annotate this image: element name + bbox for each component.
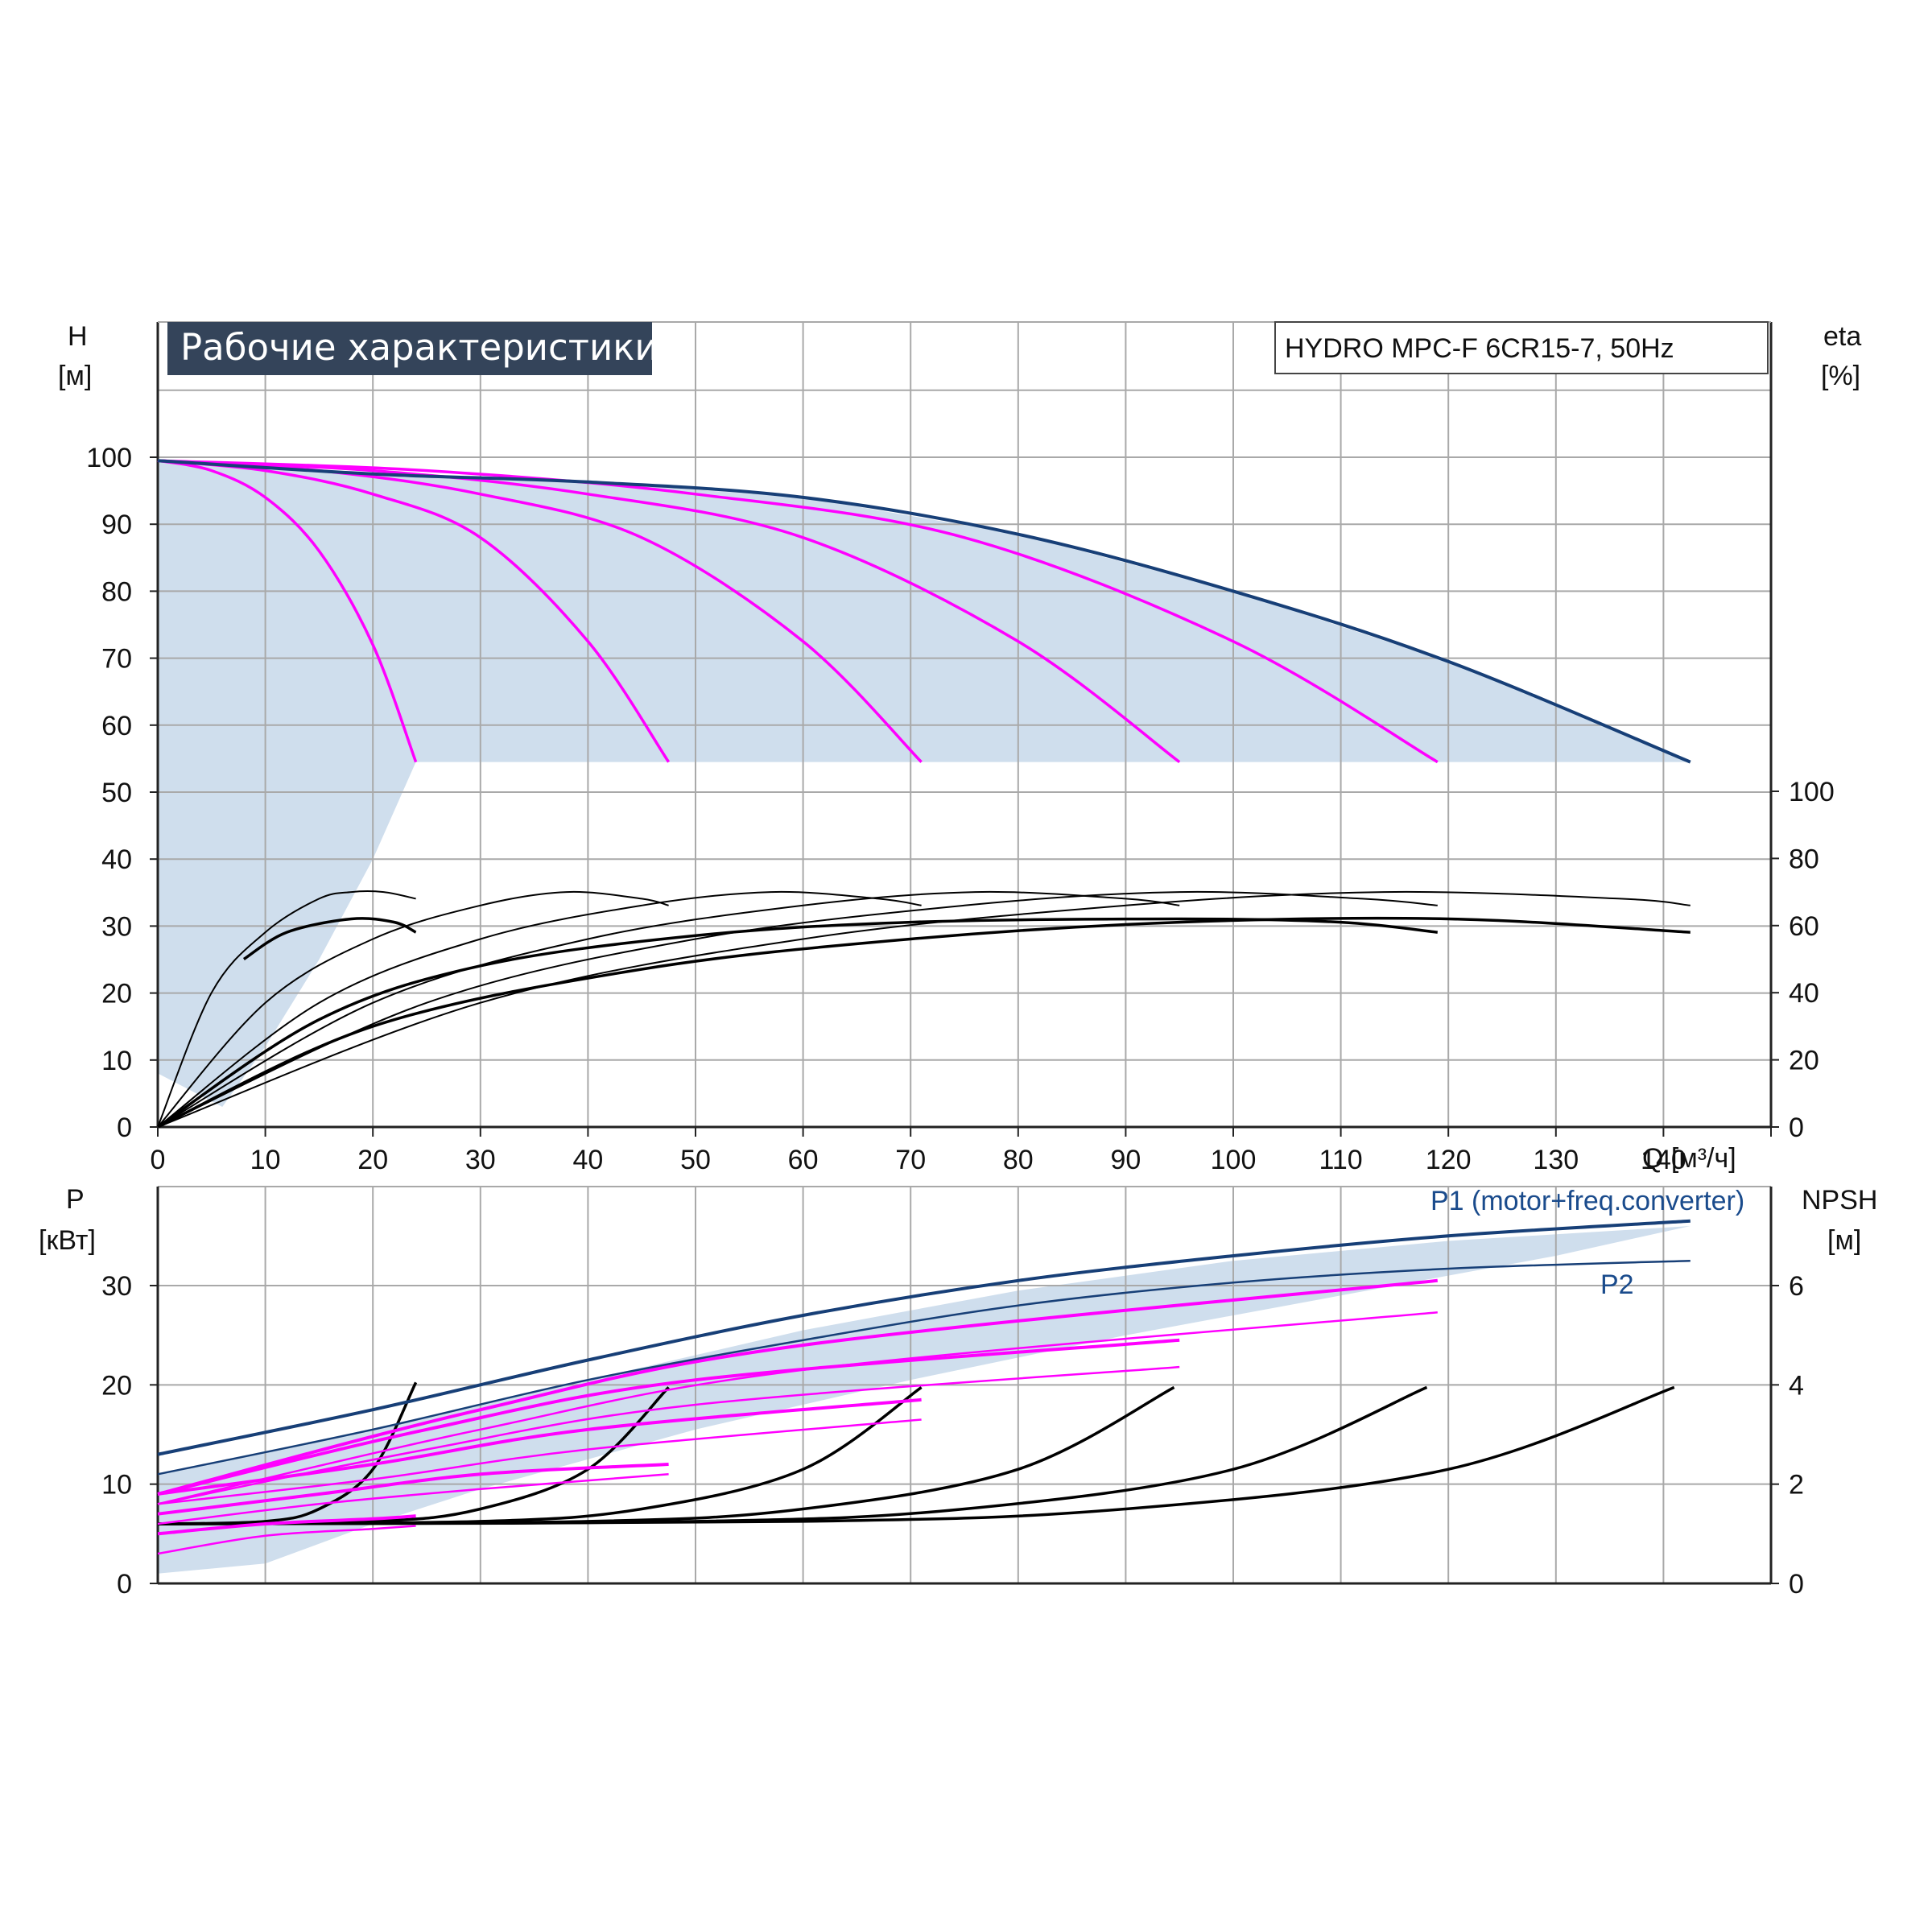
npsh-axis-unit: [м] (1827, 1225, 1861, 1256)
y-tick-label: 80 (101, 576, 132, 607)
efficiency-curve (242, 917, 417, 960)
x-tick-label: 130 (1533, 1145, 1579, 1175)
power-npsh-panel: 0 10 20 30 0 2 4 6 (101, 1186, 1804, 1600)
y-tick-label: 0 (117, 1113, 132, 1143)
y-tick-label: 30 (101, 911, 132, 942)
x-tick-label: 0 (151, 1145, 166, 1175)
chart-title: Рабочие характеристики (180, 326, 658, 369)
power-range-area (158, 1226, 1690, 1574)
p2-series-label: P2 (1600, 1269, 1634, 1300)
y2-tick-label: 100 (1789, 777, 1835, 807)
power-tick-label: 0 (117, 1569, 132, 1600)
efficiency-curve (157, 890, 922, 1128)
p1-stage-curve (157, 1463, 669, 1516)
y-axis-unit: [м] (58, 361, 92, 391)
y2-tick-label: 80 (1789, 844, 1819, 874)
y2-tick-label: 20 (1789, 1046, 1819, 1076)
npsh-tick-label: 2 (1789, 1470, 1804, 1501)
y-tick-label: 10 (101, 1046, 132, 1076)
y-axis-label: H (68, 321, 88, 352)
npsh-axis-label: NPSH (1802, 1185, 1877, 1216)
y2-tick-label: 60 (1789, 911, 1819, 942)
y2-tick-label: 0 (1789, 1113, 1804, 1143)
pump-head-curve (157, 459, 1181, 764)
x-tick-label: 60 (788, 1145, 819, 1175)
y-tick-label: 100 (86, 443, 132, 473)
p2-stage-curve (157, 1311, 1438, 1505)
y2-axis-label: eta (1823, 321, 1861, 352)
npsh-tick-label: 4 (1789, 1370, 1804, 1401)
p1-stage-curve (157, 1278, 1439, 1496)
p2-stage-curve (157, 1473, 669, 1525)
x-tick-label: 140 (1641, 1145, 1686, 1175)
x-tick-label: 80 (1003, 1145, 1034, 1175)
y-tick-label: 20 (101, 979, 132, 1009)
chart-title-background (167, 322, 652, 375)
head-efficiency-panel: 0 10 20 30 40 50 60 70 80 90 100 0 20 40 60 80 100 0 10 20 3… (86, 321, 1835, 1175)
operating-range-area (158, 460, 1690, 1107)
x-tick-label: 20 (357, 1145, 388, 1175)
max-head-curve (157, 459, 1691, 764)
efficiency-curve (157, 916, 1690, 1129)
pump-head-curve (157, 459, 1439, 764)
efficiency-curve (157, 890, 669, 1128)
y-tick-label: 70 (101, 644, 132, 675)
efficiency-curve (157, 890, 1690, 1128)
x-axis-label: Q [м³/ч] (1642, 1143, 1736, 1174)
p1-max-curve (157, 1219, 1690, 1456)
y-tick-label: 60 (101, 711, 132, 741)
p2-stage-curve (157, 1525, 416, 1555)
npsh-curve (157, 1385, 1675, 1525)
p2-stage-curve (157, 1418, 922, 1505)
power-axis-unit: [кВт] (39, 1225, 96, 1256)
npsh-tick-label: 6 (1789, 1271, 1804, 1302)
model-label-box (1274, 321, 1769, 374)
x-tick-label: 10 (250, 1145, 281, 1175)
power-tick-label: 20 (101, 1370, 132, 1401)
y2-tick-label: 40 (1789, 978, 1819, 1009)
pump-head-curve (157, 459, 671, 763)
x-tick-label: 40 (572, 1145, 603, 1175)
p1-stage-curve (157, 1397, 922, 1496)
y2-axis-unit: [%] (1821, 361, 1860, 391)
power-tick-label: 30 (101, 1271, 132, 1302)
pump-head-curve (157, 459, 418, 763)
x-tick-label: 90 (1110, 1145, 1141, 1175)
power-tick-label: 10 (101, 1470, 132, 1501)
p1-stage-curve (157, 1514, 416, 1536)
y-tick-label: 50 (101, 778, 132, 808)
x-tick-label: 70 (895, 1145, 926, 1175)
x-tick-label: 30 (465, 1145, 496, 1175)
efficiency-curve (157, 890, 416, 1128)
x-tick-label: 100 (1211, 1145, 1257, 1175)
p2-max-curve (157, 1259, 1690, 1476)
efficiency-curve (157, 890, 1438, 1128)
x-tick-label: 50 (680, 1145, 711, 1175)
y-tick-label: 40 (101, 844, 132, 875)
y-tick-label: 90 (101, 510, 132, 540)
npsh-tick-label: 0 (1789, 1569, 1804, 1600)
model-label: HYDRO MPC-F 6CR15-7, 50Hz (1285, 333, 1674, 364)
x-tick-label: 120 (1426, 1145, 1472, 1175)
p1-stage-curve (157, 1338, 1180, 1496)
p1-series-label: P1 (motor+freq.converter) (1430, 1186, 1744, 1216)
x-tick-label: 110 (1319, 1145, 1362, 1175)
power-axis-label: P (66, 1184, 85, 1215)
